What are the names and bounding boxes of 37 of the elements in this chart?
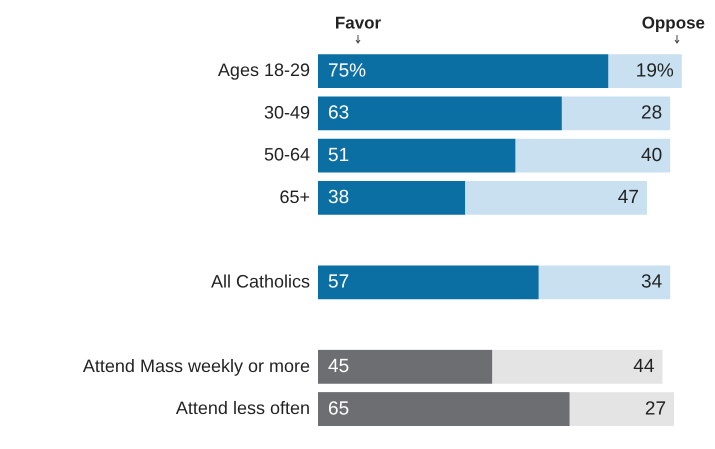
bar	[538, 265, 670, 300]
y-tick-label: All Catholics	[210, 271, 310, 292]
data-label: 19%	[636, 60, 674, 82]
data-label: 44	[633, 356, 655, 378]
y-tick-label: 30-49	[264, 102, 310, 122]
bar	[608, 54, 682, 88]
series-label: Favor	[334, 14, 382, 33]
data-label: 75%	[328, 60, 366, 82]
data-label: 47	[618, 187, 639, 208]
data-label: 28	[641, 102, 662, 124]
bar	[562, 96, 670, 130]
bar	[318, 96, 562, 130]
y-tick-label: 65+	[279, 186, 310, 207]
y-tick-label: Attend Mass weekly or more	[82, 356, 310, 376]
series-label: Oppose	[642, 14, 705, 33]
y-tick-label: Ages 18-29	[218, 60, 310, 80]
data-label: 45	[328, 356, 350, 378]
bar	[570, 392, 674, 426]
y-tick-label: 50-64	[264, 144, 310, 165]
bar	[318, 54, 608, 88]
data-label: 34	[641, 272, 663, 293]
bar	[318, 138, 516, 173]
bar	[465, 180, 647, 215]
bar	[515, 138, 670, 173]
data-label: 40	[641, 144, 662, 166]
data-label: 57	[328, 272, 350, 293]
bar	[318, 265, 539, 300]
bar	[318, 392, 570, 426]
bar	[492, 350, 662, 384]
data-label: 51	[328, 144, 350, 166]
data-label: 38	[328, 187, 350, 208]
y-tick-label: Attend less often	[176, 398, 310, 418]
data-label: 27	[644, 398, 666, 420]
bar	[318, 350, 492, 384]
data-label: 65	[328, 398, 350, 420]
data-label: 63	[328, 102, 350, 124]
bar	[318, 180, 466, 215]
